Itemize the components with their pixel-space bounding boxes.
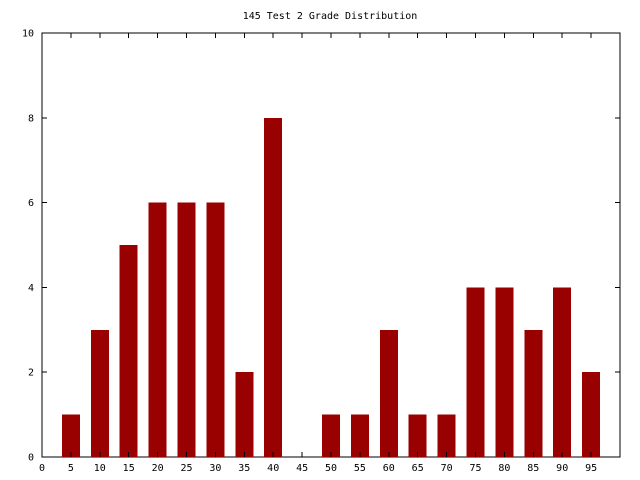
- y-tick-label-10: 10: [22, 29, 34, 40]
- x-tick-label-80: 80: [498, 463, 510, 474]
- x-tick-label-40: 40: [267, 463, 279, 474]
- bar-5: [61, 414, 80, 457]
- x-tick-label-10: 10: [94, 463, 106, 474]
- x-tick-label-20: 20: [152, 463, 164, 474]
- x-tick-label-45: 45: [296, 463, 308, 474]
- bar-70: [437, 414, 456, 457]
- bar-55: [350, 414, 369, 457]
- x-tick-label-55: 55: [354, 463, 366, 474]
- bar-65: [408, 414, 427, 457]
- x-tick-label-25: 25: [180, 463, 192, 474]
- bar-30: [206, 202, 225, 457]
- bar-60: [379, 329, 398, 457]
- bar-50: [322, 414, 340, 457]
- bar-85: [524, 329, 543, 457]
- bars: [61, 117, 601, 458]
- x-axis: 0 5 10 15 20 25 30 35 40 45 50 55 60 65 70 75 80 85 90 95: [39, 33, 597, 474]
- x-tick-label-5: 5: [68, 463, 74, 474]
- bar-25: [177, 202, 196, 457]
- x-tick-label-85: 85: [527, 463, 539, 474]
- x-tick-label-30: 30: [209, 463, 221, 474]
- bar-90: [553, 287, 572, 457]
- y-tick-label-8: 8: [28, 113, 34, 124]
- bar-95: [582, 372, 601, 457]
- x-tick-label-35: 35: [238, 463, 250, 474]
- x-tick-label-65: 65: [412, 463, 424, 474]
- x-tick-label-60: 60: [383, 463, 395, 474]
- bar-10: [90, 329, 109, 457]
- bar-20: [148, 202, 167, 457]
- bar-80: [495, 287, 514, 457]
- y-tick-label-2: 2: [28, 368, 34, 379]
- y-tick-label-4: 4: [28, 283, 34, 294]
- x-tick-label-70: 70: [441, 463, 453, 474]
- y-tick-label-0: 0: [28, 453, 34, 464]
- x-tick-label-15: 15: [123, 463, 135, 474]
- bar-35: [235, 372, 254, 457]
- x-tick-label-0: 0: [39, 463, 45, 474]
- x-tick-label-90: 90: [556, 463, 568, 474]
- x-tick-label-95: 95: [585, 463, 597, 474]
- bar-75: [466, 287, 485, 457]
- y-tick-label-6: 6: [28, 198, 34, 209]
- x-tick-label-75: 75: [469, 463, 481, 474]
- y-axis: 0 2 4 6 8 10: [22, 29, 620, 464]
- bar-15: [119, 245, 138, 457]
- bar-40: [264, 117, 283, 458]
- x-tick-label-50: 50: [325, 463, 337, 474]
- chart-title: 145 Test 2 Grade Distribution: [243, 11, 418, 22]
